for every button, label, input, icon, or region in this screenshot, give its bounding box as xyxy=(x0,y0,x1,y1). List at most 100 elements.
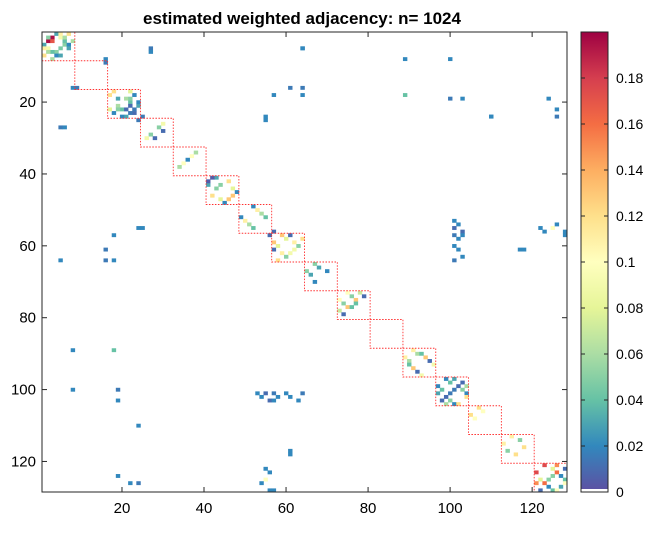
heatmap-cell xyxy=(439,387,445,392)
heatmap-cell xyxy=(538,488,543,493)
heatmap-cell xyxy=(226,179,231,184)
heatmap-cell xyxy=(456,384,461,389)
heatmap-cell xyxy=(263,477,268,482)
heatmap-cell xyxy=(42,42,47,47)
heatmap-cell xyxy=(296,398,301,403)
heatmap-cell xyxy=(460,254,465,259)
colorbar-gradient xyxy=(581,32,608,492)
block-outline xyxy=(205,175,240,205)
heatmap-cell xyxy=(54,53,59,58)
heatmap-cell xyxy=(132,93,137,97)
block-outline xyxy=(533,462,568,493)
heatmap-cell xyxy=(562,477,568,482)
heatmap-cell xyxy=(472,416,478,421)
heatmap-cell xyxy=(206,182,211,187)
heatmap-cell xyxy=(148,132,154,137)
plot-area: 20 40 60 80 100 120 20 40 60 80 100 120 xyxy=(11,31,568,517)
heatmap-cell xyxy=(128,111,133,115)
heatmap-cell xyxy=(222,200,227,205)
heatmap-cell xyxy=(107,93,113,97)
colorbar-tick-label: 0.18 xyxy=(616,70,643,86)
heatmap-cell xyxy=(193,150,199,155)
heatmap-cell xyxy=(50,39,55,44)
heatmap-cell xyxy=(402,57,408,62)
heatmap-cell xyxy=(271,391,277,396)
heatmap-cell xyxy=(42,53,47,58)
heatmap-cell xyxy=(349,305,355,310)
y-tick-label: 60 xyxy=(19,238,36,255)
heatmap-cell xyxy=(452,233,457,238)
heatmap-cell xyxy=(259,394,264,399)
heatmap-cells xyxy=(42,32,568,493)
heatmap-cell xyxy=(103,247,108,252)
heatmap-cell xyxy=(452,377,457,381)
heatmap-cell xyxy=(562,233,568,238)
heatmap-cell xyxy=(517,247,523,252)
heatmap-cell xyxy=(427,359,432,363)
colorbar-tick-label: 0.1 xyxy=(616,254,636,270)
heatmap-cell xyxy=(292,247,297,252)
heatmap-cell xyxy=(283,254,289,259)
heatmap-cell xyxy=(562,466,568,471)
colorbar-tick-label: 0.04 xyxy=(616,392,643,408)
heatmap-cell xyxy=(546,484,551,489)
block-outline xyxy=(238,204,273,234)
heatmap-cell xyxy=(230,193,236,198)
heatmap-cell xyxy=(115,398,121,403)
heatmap-cell xyxy=(247,222,252,227)
colorbar-tick-label: 0.06 xyxy=(616,346,643,362)
heatmap-cell xyxy=(288,251,293,256)
heatmap-cell xyxy=(103,57,108,62)
heatmap-cell xyxy=(407,359,412,363)
heatmap-cell xyxy=(304,269,309,274)
y-tick-label: 40 xyxy=(19,166,36,183)
heatmap-cell xyxy=(452,218,457,223)
heatmap-cell xyxy=(456,402,461,407)
block-outline xyxy=(172,146,207,177)
heatmap-cell xyxy=(50,35,55,40)
heatmap-cell xyxy=(279,233,285,238)
block-outline xyxy=(468,405,502,435)
heatmap-cell xyxy=(115,387,121,392)
heatmap-cell xyxy=(456,247,461,252)
heatmap-cell xyxy=(136,226,141,230)
heatmap-cell xyxy=(128,100,133,105)
heatmap-cell xyxy=(226,197,231,202)
heatmap-cell xyxy=(312,279,318,284)
x-tick-label: 60 xyxy=(278,500,295,517)
heatmap-cell xyxy=(242,218,248,223)
heatmap-cell xyxy=(283,391,289,396)
heatmap-cell xyxy=(325,269,330,274)
heatmap-cell xyxy=(411,348,416,353)
heatmap-cell xyxy=(464,394,469,399)
heatmap-cell xyxy=(308,272,313,277)
heatmap-cell xyxy=(542,229,547,234)
heatmap-cell xyxy=(513,452,519,457)
heatmap-cell xyxy=(140,114,145,119)
heatmap-cell xyxy=(271,398,277,403)
heatmap-cell xyxy=(111,233,117,238)
heatmap-cell xyxy=(456,236,461,241)
heatmap-cell xyxy=(124,114,129,119)
heatmap-cell xyxy=(431,362,437,367)
x-tick-label: 80 xyxy=(360,500,377,517)
heatmap-cell xyxy=(464,384,469,389)
heatmap-cell xyxy=(542,481,547,486)
axes-frame xyxy=(41,31,568,493)
heatmap-cell xyxy=(70,387,76,392)
heatmap-cell xyxy=(144,136,149,141)
heatmap-cell xyxy=(341,301,346,306)
heatmap-cell xyxy=(58,53,63,58)
heatmap-cell xyxy=(509,434,514,439)
heatmap-cell xyxy=(288,448,293,453)
heatmap-cell xyxy=(546,96,551,101)
heatmap-cell xyxy=(435,384,441,389)
heatmap-cell xyxy=(337,297,342,302)
heatmap-cell xyxy=(546,477,551,482)
heatmap-cell xyxy=(66,46,72,51)
heatmap-cell xyxy=(534,470,539,475)
heatmap-cell xyxy=(341,312,346,317)
heatmap-cell xyxy=(554,488,560,493)
heatmap-cell xyxy=(550,488,555,493)
